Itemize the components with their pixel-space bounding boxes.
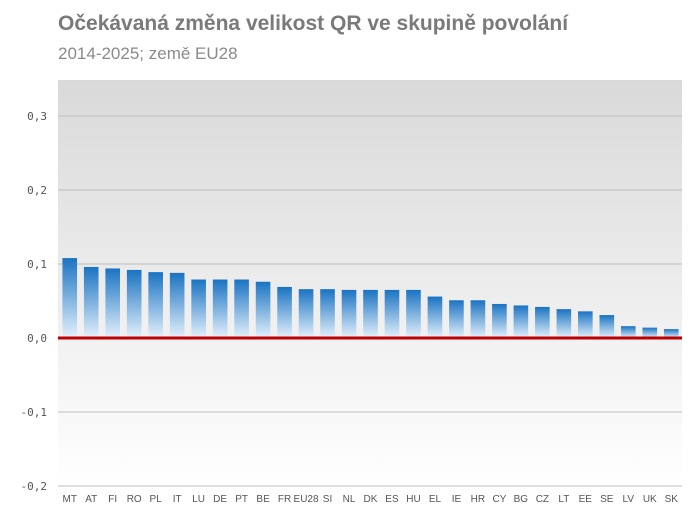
x-category-label: SI xyxy=(323,494,332,505)
bar-eu28 xyxy=(298,289,314,338)
y-tick-label: 0,0 xyxy=(27,332,47,345)
x-category-label: LT xyxy=(558,494,569,505)
y-tick-label: -0,2 xyxy=(21,480,48,493)
bar-lu xyxy=(191,279,206,338)
bar-cz xyxy=(535,306,550,338)
bar-se xyxy=(599,315,615,338)
bar-hr xyxy=(470,300,486,338)
bar-lv xyxy=(620,326,636,338)
x-category-label: AT xyxy=(85,494,97,505)
y-tick-label: -0,1 xyxy=(21,406,48,419)
bar-si xyxy=(320,289,335,338)
bar-bg xyxy=(513,305,529,338)
y-tick-label: 0,3 xyxy=(27,110,47,123)
x-category-label: PL xyxy=(150,494,163,505)
x-category-label: RO xyxy=(127,494,142,505)
x-category-label: IT xyxy=(173,494,182,505)
bar-hu xyxy=(406,289,421,338)
bar-el xyxy=(427,296,443,338)
x-category-label: EU28 xyxy=(294,494,319,505)
x-category-label: DK xyxy=(364,494,378,505)
x-category-label: SK xyxy=(665,494,679,505)
x-category-label: IE xyxy=(452,494,462,505)
y-tick-label: 0,2 xyxy=(27,184,47,197)
bar-fi xyxy=(105,268,121,338)
x-category-label: CZ xyxy=(536,494,549,505)
bar-es xyxy=(384,289,400,338)
x-category-label: PT xyxy=(235,494,248,505)
bar-ie xyxy=(449,300,464,338)
x-category-label: FR xyxy=(278,494,291,505)
y-tick-label: 0,1 xyxy=(27,258,47,271)
x-category-label: MT xyxy=(63,494,77,505)
bar-lt xyxy=(556,309,572,338)
x-category-label: EE xyxy=(579,494,593,505)
x-category-label: CY xyxy=(492,494,506,505)
x-category-label: EL xyxy=(429,494,442,505)
bar-nl xyxy=(341,289,357,338)
bar-at xyxy=(83,266,99,338)
bar-ee xyxy=(578,311,593,338)
bar-it xyxy=(169,272,185,338)
x-category-label: DE xyxy=(213,494,227,505)
bar-ro xyxy=(126,269,142,338)
bar-sk xyxy=(663,329,679,338)
x-category-label: ES xyxy=(385,494,399,505)
bar-pl xyxy=(148,272,163,338)
chart-subtitle: 2014-2025; země EU28 xyxy=(58,44,238,63)
x-category-label: SE xyxy=(600,494,614,505)
bar-uk xyxy=(642,327,658,338)
x-category-label: HR xyxy=(471,494,485,505)
bar-dk xyxy=(363,289,378,338)
x-category-label: NL xyxy=(343,494,356,505)
x-category-label: UK xyxy=(643,494,657,505)
bar-mt xyxy=(62,258,78,338)
x-category-label: BG xyxy=(514,494,529,505)
x-category-label: HU xyxy=(406,494,420,505)
x-category-label: LU xyxy=(192,494,205,505)
x-category-label: BE xyxy=(256,494,270,505)
x-category-label: FI xyxy=(108,494,117,505)
x-category-label: LV xyxy=(623,494,635,505)
bar-cy xyxy=(492,303,507,338)
chart-title: Očekávaná změna velikost QR ve skupině p… xyxy=(58,12,569,35)
bar-de xyxy=(212,279,228,338)
bar-be xyxy=(255,281,271,338)
bar-pt xyxy=(234,279,249,338)
bar-fr xyxy=(277,286,292,338)
